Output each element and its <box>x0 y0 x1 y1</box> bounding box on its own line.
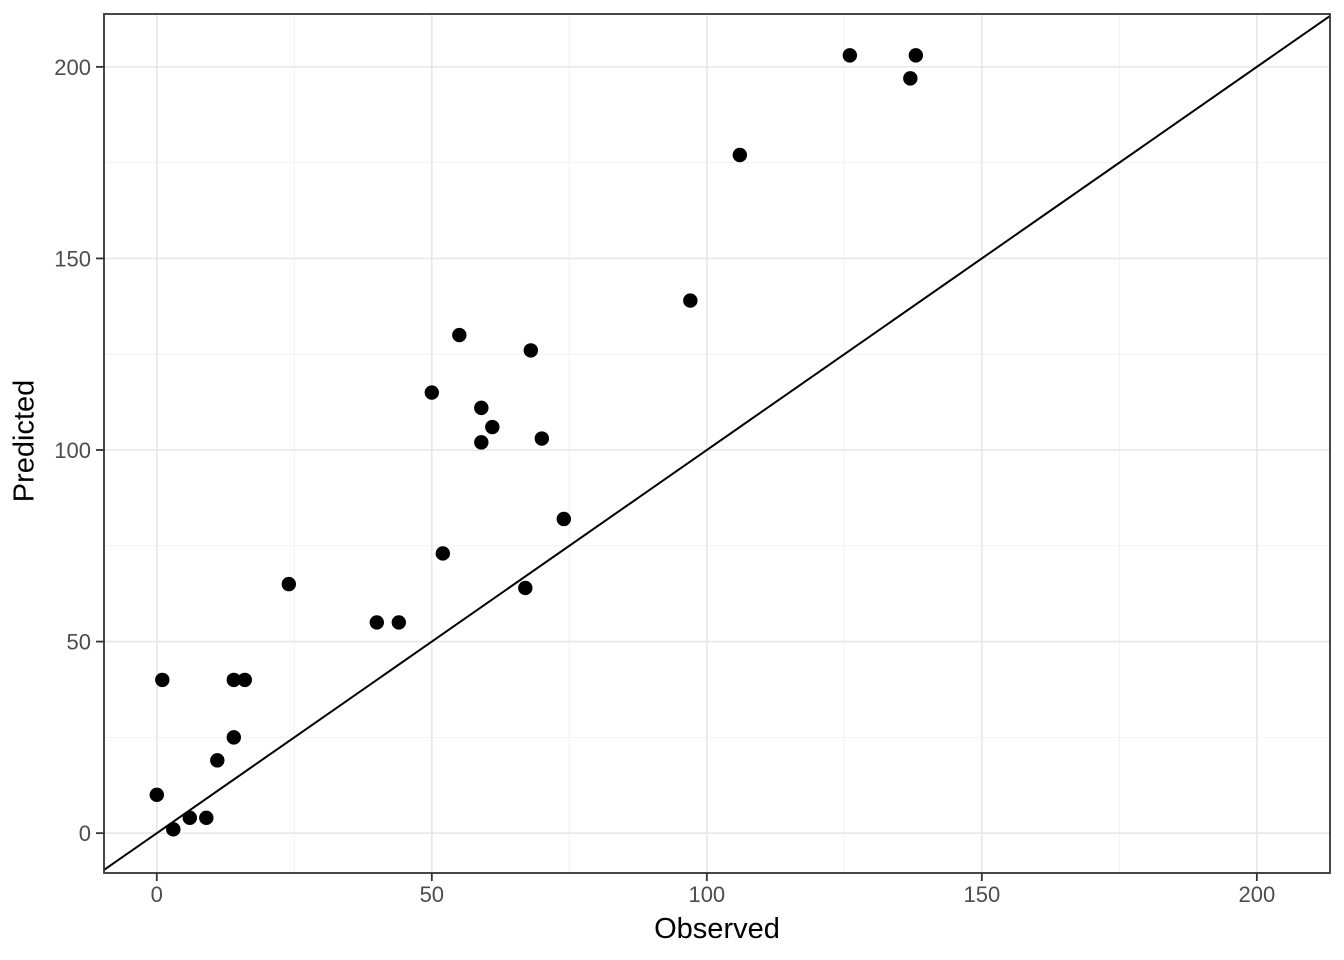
data-point <box>732 147 748 163</box>
data-point <box>199 810 214 826</box>
data-point <box>556 511 572 527</box>
data-point <box>149 787 165 803</box>
data-point <box>523 343 539 358</box>
data-point <box>226 730 242 745</box>
x-tick-label: 100 <box>688 882 725 907</box>
data-point <box>155 672 170 688</box>
data-point <box>237 672 253 688</box>
data-point <box>908 48 924 63</box>
data-point <box>842 48 858 63</box>
data-point <box>281 576 297 592</box>
x-tick-label: 0 <box>151 882 163 907</box>
data-point <box>166 822 181 837</box>
data-point <box>485 419 500 435</box>
data-point <box>369 615 385 630</box>
identity-line <box>103 15 1331 871</box>
data-point <box>210 753 225 768</box>
data-point <box>435 546 451 561</box>
data-point <box>683 293 698 308</box>
y-tick-label: 150 <box>54 246 91 271</box>
data-point <box>518 580 533 596</box>
data-point <box>424 385 440 400</box>
y-axis-title: Predicted <box>8 379 41 503</box>
data-point <box>474 400 489 416</box>
x-axis-title: Observed <box>654 913 780 945</box>
x-tick-label: 150 <box>963 882 1000 907</box>
y-tick-label: 0 <box>79 821 91 846</box>
x-tick-label: 50 <box>420 882 444 907</box>
data-point <box>534 431 550 446</box>
y-tick-label: 200 <box>54 55 91 80</box>
y-tick-label: 100 <box>54 438 91 463</box>
data-point <box>182 810 198 826</box>
data-point <box>391 615 407 630</box>
x-tick-label: 200 <box>1238 882 1275 907</box>
data-point <box>452 327 467 343</box>
data-point <box>226 672 242 688</box>
y-tick-label: 50 <box>67 630 91 655</box>
panel-border <box>103 13 1331 874</box>
data-point <box>903 71 918 86</box>
data-point <box>474 435 489 450</box>
